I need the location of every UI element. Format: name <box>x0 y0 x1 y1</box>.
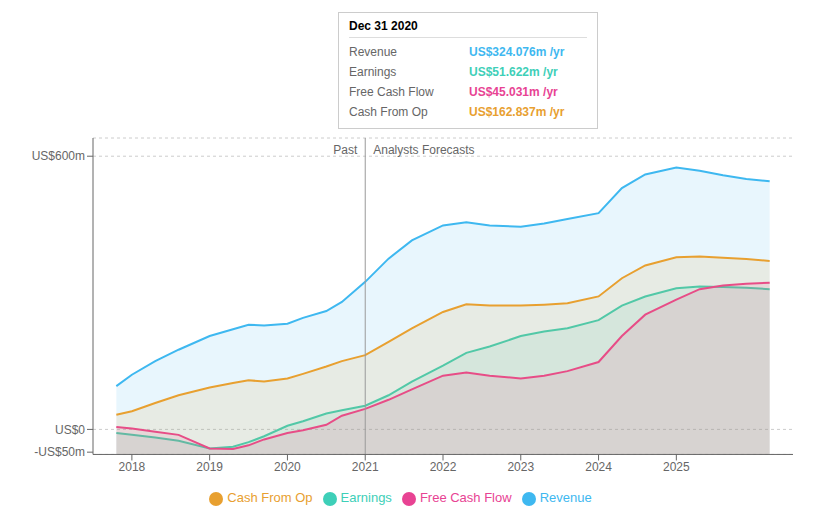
svg-text:2023: 2023 <box>507 460 534 474</box>
html-text:US$324.076m /yr: US$324.076m /yr <box>469 45 565 59</box>
svg-text:Past: Past <box>333 143 358 157</box>
svg-text:2022: 2022 <box>430 460 457 474</box>
svg-text:US$600m: US$600m <box>32 149 85 163</box>
html-text:Earnings: Earnings <box>349 65 397 79</box>
html-text:US$45.031m /yr: US$45.031m /yr <box>469 85 558 99</box>
svg-text:2020: 2020 <box>274 460 301 474</box>
html-text:Earnings: Earnings <box>340 490 392 506</box>
svg-text:US$0: US$0 <box>55 423 85 437</box>
svg-text:2025: 2025 <box>663 460 690 474</box>
svg-text:2019: 2019 <box>196 460 223 474</box>
html-text:US$162.837m /yr: US$162.837m /yr <box>469 105 565 119</box>
html-text:Dec 31 2020: Dec 31 2020 <box>349 19 418 33</box>
html-text:Free Cash Flow: Free Cash Flow <box>419 490 512 506</box>
svg-text:2021: 2021 <box>352 460 379 474</box>
html-text:Free Cash Flow: Free Cash Flow <box>349 85 434 99</box>
svg-text:Analysts Forecasts: Analysts Forecasts <box>373 143 474 157</box>
html-text:Revenue: Revenue <box>349 45 397 59</box>
svg-text:2024: 2024 <box>585 460 612 474</box>
html-text:Cash From Op: Cash From Op <box>227 490 313 506</box>
html-text:US$51.622m /yr: US$51.622m /yr <box>469 65 558 79</box>
html-text:Cash From Op: Cash From Op <box>349 105 428 119</box>
html-text:Revenue: Revenue <box>539 490 592 506</box>
svg-text:-US$50m: -US$50m <box>34 445 85 459</box>
svg-text:2018: 2018 <box>119 460 146 474</box>
